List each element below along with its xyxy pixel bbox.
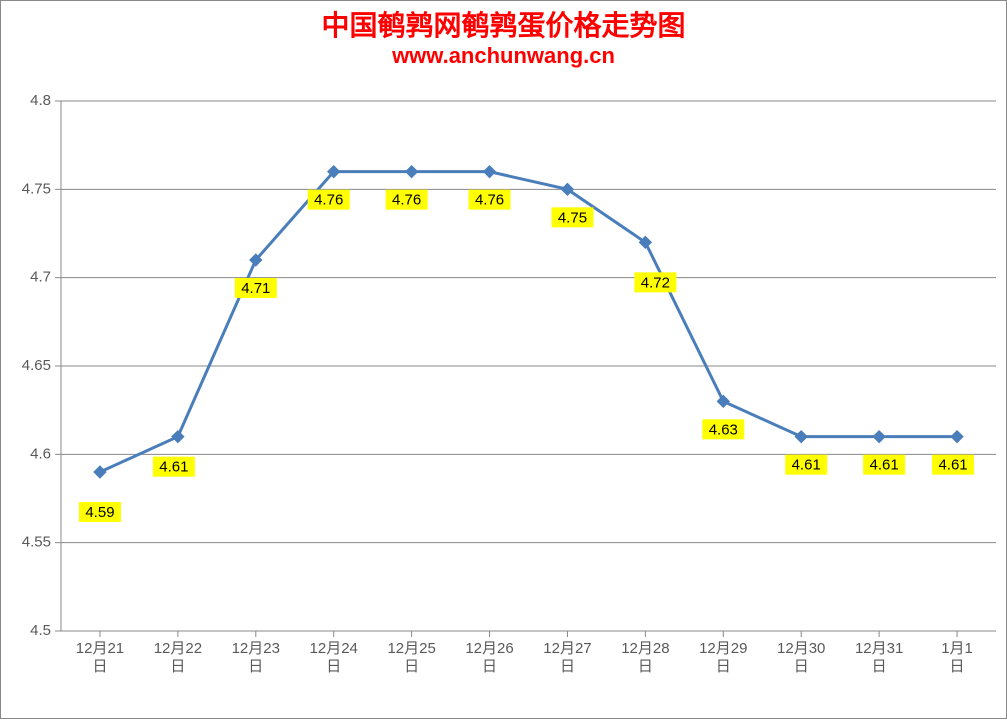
x-tick-label: 日	[638, 658, 653, 675]
x-tick-label: 12月22	[154, 640, 202, 657]
data-label: 4.59	[85, 504, 114, 521]
x-tick-label: 12月26	[465, 640, 513, 657]
x-tick-label: 日	[248, 658, 263, 675]
data-label: 4.76	[314, 192, 343, 209]
data-label: 4.76	[392, 192, 421, 209]
x-tick-label: 日	[404, 658, 419, 675]
y-tick-label: 4.55	[22, 534, 51, 551]
data-marker	[406, 166, 418, 178]
y-tick-label: 4.6	[30, 445, 51, 462]
x-tick-label: 12月31	[855, 640, 903, 657]
data-label: 4.63	[709, 421, 738, 438]
chart-container: 中国鹌鹑网鹌鹑蛋价格走势图 www.anchunwang.cn 4.54.554…	[0, 0, 1007, 719]
y-tick-label: 4.65	[22, 357, 51, 374]
data-marker	[94, 466, 106, 478]
x-tick-label: 日	[92, 658, 107, 675]
data-label: 4.61	[938, 457, 967, 474]
x-tick-label: 12月21	[76, 640, 124, 657]
x-tick-label: 12月27	[543, 640, 591, 657]
x-tick-label: 日	[326, 658, 341, 675]
x-tick-label: 日	[950, 658, 965, 675]
x-tick-label: 12月23	[232, 640, 280, 657]
x-tick-label: 日	[716, 658, 731, 675]
data-label: 4.61	[159, 459, 188, 476]
data-marker	[951, 431, 963, 443]
data-label: 4.75	[558, 209, 587, 226]
chart-svg: 4.54.554.64.654.74.754.812月21日12月22日12月2…	[1, 1, 1007, 720]
data-label: 4.61	[870, 457, 899, 474]
data-label: 4.71	[241, 280, 270, 297]
x-tick-label: 日	[482, 658, 497, 675]
y-tick-label: 4.5	[30, 622, 51, 639]
x-tick-label: 12月30	[777, 640, 825, 657]
data-marker	[795, 431, 807, 443]
x-tick-label: 日	[794, 658, 809, 675]
data-label: 4.72	[641, 274, 670, 291]
x-tick-label: 12月25	[387, 640, 435, 657]
x-tick-label: 日	[170, 658, 185, 675]
data-marker	[873, 431, 885, 443]
y-tick-label: 4.75	[22, 180, 51, 197]
x-tick-label: 12月24	[310, 640, 358, 657]
data-line	[100, 172, 957, 472]
data-marker	[172, 431, 184, 443]
y-tick-label: 4.7	[30, 269, 51, 286]
data-marker	[484, 166, 496, 178]
x-tick-label: 日	[560, 658, 575, 675]
y-tick-label: 4.8	[30, 92, 51, 109]
x-tick-label: 12月29	[699, 640, 747, 657]
x-tick-label: 1月1	[941, 640, 973, 657]
data-label: 4.76	[475, 192, 504, 209]
x-tick-label: 12月28	[621, 640, 669, 657]
x-tick-label: 日	[872, 658, 887, 675]
data-label: 4.61	[792, 457, 821, 474]
data-marker	[717, 395, 729, 407]
